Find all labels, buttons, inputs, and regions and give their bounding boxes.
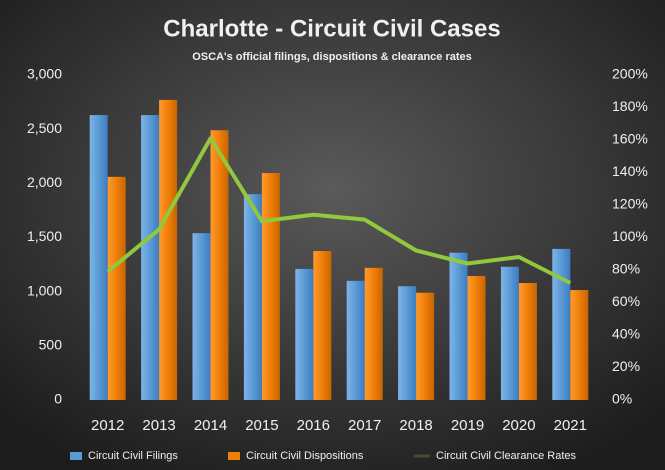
x-tick-label: 2021 xyxy=(554,417,587,434)
y-tick-label: 2,500 xyxy=(27,120,62,136)
y2-tick-label: 100% xyxy=(612,228,648,244)
bar xyxy=(210,130,229,400)
y-tick-label: 500 xyxy=(39,337,63,353)
line xyxy=(106,136,572,285)
bar xyxy=(398,286,417,400)
bar xyxy=(518,283,537,400)
x-tick-label: 2014 xyxy=(194,417,227,434)
y2-tick-label: 140% xyxy=(612,163,648,179)
x-tick-label: 2018 xyxy=(399,417,432,434)
legend-swatch xyxy=(70,452,82,460)
y2-tick-label: 160% xyxy=(612,131,648,147)
bar xyxy=(552,248,571,400)
y2-tick-label: 0% xyxy=(612,391,632,407)
legend-label: Circuit Civil Dispositions xyxy=(246,450,364,462)
x-tick-label: 2015 xyxy=(245,417,278,434)
chart-subtitle: OSCA's official filings, dispositions & … xyxy=(192,51,472,63)
bar xyxy=(159,99,178,401)
y-tick-label: 0 xyxy=(54,391,62,407)
y2-tick-label: 120% xyxy=(612,196,648,212)
bar xyxy=(467,275,486,400)
bar xyxy=(295,268,314,400)
x-tick-label: 2017 xyxy=(348,417,381,434)
x-tick-label: 2019 xyxy=(451,417,484,434)
y-tick-label: 2,000 xyxy=(27,174,62,190)
bar xyxy=(141,115,160,400)
y2-tick-label: 180% xyxy=(612,98,648,114)
legend-label: Circuit Civil Clearance Rates xyxy=(436,450,576,462)
bar xyxy=(89,115,108,400)
y2-tick-label: 40% xyxy=(612,326,640,342)
x-tick-label: 2020 xyxy=(502,417,535,434)
bar xyxy=(570,290,589,400)
bar xyxy=(192,233,211,400)
y2-tick-label: 200% xyxy=(612,66,648,82)
bar xyxy=(364,267,383,400)
y-tick-label: 1,000 xyxy=(27,282,62,298)
bar xyxy=(261,173,280,400)
y-tick-label: 3,000 xyxy=(27,66,62,82)
bar xyxy=(243,194,262,400)
bar xyxy=(449,252,468,400)
bar xyxy=(416,292,435,400)
bar xyxy=(346,280,365,400)
bar xyxy=(313,251,332,400)
chart-title: Charlotte - Circuit Civil Cases xyxy=(163,15,500,42)
y2-tick-label: 20% xyxy=(612,358,640,374)
x-tick-label: 2012 xyxy=(91,417,124,434)
x-tick-label: 2013 xyxy=(142,417,175,434)
bar xyxy=(500,266,519,400)
legend-swatch xyxy=(228,452,240,460)
y2-tick-label: 80% xyxy=(612,261,640,277)
bar xyxy=(107,176,126,400)
y2-tick-label: 60% xyxy=(612,293,640,309)
y-tick-label: 1,500 xyxy=(27,228,62,244)
x-tick-label: 2016 xyxy=(297,417,330,434)
legend-label: Circuit Civil Filings xyxy=(88,450,178,462)
